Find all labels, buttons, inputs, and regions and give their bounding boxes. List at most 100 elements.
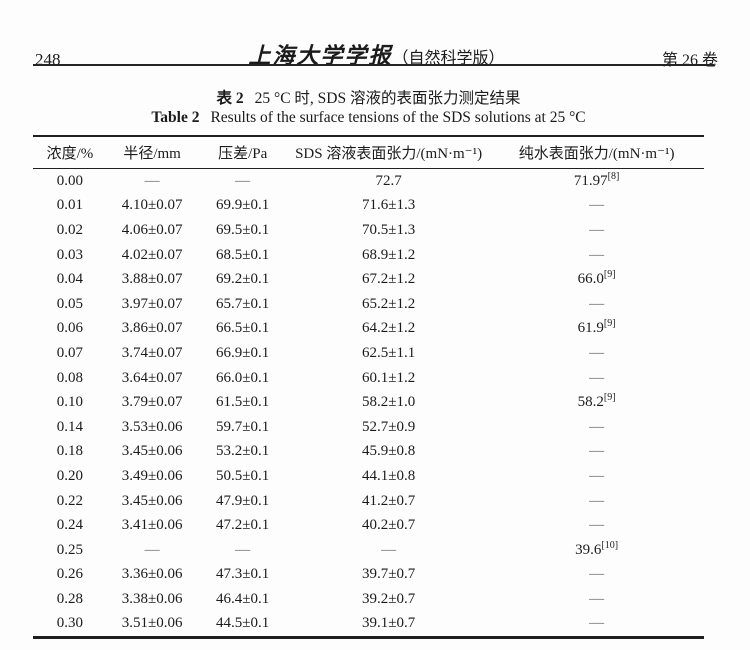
table-cell: — (589, 221, 605, 238)
table-caption-en: Table 2 Results of the surface tensions o… (35, 109, 702, 127)
table-cell: 0.30 (56, 615, 84, 632)
table-cell: — (589, 197, 605, 214)
table-cell: 65.7±0.1 (216, 295, 270, 312)
header-rule (33, 64, 714, 66)
table-cell: 0.01 (56, 197, 84, 214)
table-cell: 0.25 (56, 541, 84, 558)
table-row: 0.24 3.41±0.06 47.2±0.1 40.2±0.7 — (33, 513, 704, 538)
table-cell: — (589, 517, 605, 534)
table-cell: 0.00 (56, 172, 84, 189)
table-cell: 39.2±0.7 (361, 590, 416, 607)
table-cell: 59.7±0.1 (216, 418, 270, 435)
table-cell: — (589, 369, 605, 386)
results-table: 浓度/% 半径/mm 压差/Pa SDS 溶液表面张力/(mN·m⁻¹) 纯水表面张力/… (33, 135, 704, 640)
table-row: 0.05 3.97±0.07 65.7±0.1 65.2±1.2 — (33, 292, 704, 317)
table-cell: 3.45±0.06 (121, 443, 183, 460)
table-row: 0.07 3.74±0.07 66.9±0.1 62.5±1.1 — (33, 341, 704, 366)
table-cell: 71.97[8] (573, 170, 620, 189)
table-cell: 3.88±0.07 (121, 271, 183, 288)
table-cell: — (589, 344, 605, 361)
table-cell: 3.49±0.06 (121, 467, 183, 484)
table-cell: 3.64±0.07 (121, 369, 183, 386)
table-cell: 4.02±0.07 (121, 246, 183, 263)
table-cell: 44.1±0.8 (361, 467, 416, 484)
table-cell: 45.9±0.8 (361, 443, 416, 460)
reference-superscript: [10] (601, 539, 619, 551)
table-cell: 3.97±0.07 (121, 295, 183, 312)
table-cell: 0.04 (56, 271, 84, 288)
table-cell: 0.18 (56, 443, 84, 460)
page-number: 248 (35, 50, 61, 69)
table-row: 0.28 3.38±0.06 46.4±0.1 39.2±0.7 — (33, 587, 704, 612)
table-cell: 47.3±0.1 (216, 566, 270, 583)
table-cell: 53.2±0.1 (216, 443, 270, 460)
table-caption-en-label: Table 2 (151, 109, 200, 126)
table-cell: — (589, 615, 605, 632)
table-cell: 47.9±0.1 (216, 492, 270, 509)
table-cell: 44.5±0.1 (216, 615, 270, 632)
table-row: 0.25 — — — 39.6[10] (33, 538, 704, 563)
table-cell: 60.1±1.2 (361, 369, 416, 386)
journal-title-edition: （自然科学版） (392, 50, 505, 67)
journal-title-main: 上海大学学报 (248, 43, 393, 68)
table-row: 0.26 3.36±0.06 47.3±0.1 39.7±0.7 — (33, 563, 704, 588)
table-cell: 3.38±0.06 (121, 590, 183, 607)
table-cell: 3.45±0.06 (121, 492, 183, 509)
journal-title: 上海大学学报（自然科学版） (165, 38, 588, 70)
table-cell: 61.5±0.1 (216, 394, 270, 411)
table-cell: 4.10±0.07 (121, 197, 183, 214)
table-row: 0.02 4.06±0.07 69.5±0.1 70.5±1.3 — (33, 218, 704, 243)
table-cell: 67.2±1.2 (361, 271, 416, 288)
table-cell: 3.79±0.07 (121, 394, 183, 411)
column-header: 浓度/% (33, 136, 107, 169)
table-row: 0.06 3.86±0.07 66.5±0.1 64.2±1.2 61.9[9] (33, 317, 704, 342)
table-cell: 0.05 (56, 295, 84, 312)
table-cell: — (589, 246, 605, 263)
table-cell: 61.9[9] (577, 318, 616, 337)
table-caption-zh-text: 25 °C 时, SDS 溶液的表面张力测定结果 (254, 90, 521, 107)
table-row: 0.00 — — 72.7 71.97[8] (33, 169, 704, 194)
table-cell: 39.7±0.7 (361, 566, 416, 583)
table-row: 0.30 3.51±0.06 44.5±0.1 39.1±0.7 — (33, 612, 704, 638)
table-cell: 52.7±0.9 (361, 418, 416, 435)
table-row: 0.03 4.02±0.07 68.5±0.1 68.9±1.2 — (33, 243, 704, 268)
table-row: 0.14 3.53±0.06 59.7±0.1 52.7±0.9 — (33, 415, 704, 440)
table-cell: 40.2±0.7 (361, 517, 416, 534)
table-cell: — (589, 566, 605, 583)
table-row: 0.01 4.10±0.07 69.9±0.1 71.6±1.3 — (33, 194, 704, 219)
table-cell: 3.74±0.07 (121, 344, 183, 361)
table-cell: — (589, 295, 605, 312)
table-cell: — (144, 541, 160, 558)
table-cell: 69.9±0.1 (216, 197, 270, 214)
table-cell: 69.5±0.1 (216, 221, 270, 238)
page-header: 248 上海大学学报（自然科学版） 第 26 卷 (35, 38, 718, 70)
table-header-row: 浓度/% 半径/mm 压差/Pa SDS 溶液表面张力/(mN·m⁻¹) 纯水表面张力/… (33, 136, 704, 169)
table-cell: 0.02 (56, 221, 84, 238)
column-header: SDS 溶液表面张力/(mN·m⁻¹) (287, 136, 490, 169)
table-cell: 70.5±1.3 (361, 221, 416, 238)
table-cell: 72.7 (375, 172, 402, 189)
table-body: 0.00 — — 72.7 71.97[8] 0.01 4.10±0.07 69.9±0.1 7… (33, 169, 704, 638)
table-cell: 39.1±0.7 (361, 615, 416, 632)
table-cell: 58.2[9] (577, 392, 616, 411)
table-cell: 46.4±0.1 (216, 590, 270, 607)
table-cell: 39.6[10] (575, 539, 619, 558)
table-cell: 0.24 (56, 517, 84, 534)
table-cell: 0.14 (56, 418, 84, 435)
table-cell: 0.08 (56, 369, 84, 386)
table-caption-zh: 表 2 25 °C 时, SDS 溶液的表面张力测定结果 (35, 86, 702, 108)
table-cell: 4.06±0.07 (121, 221, 183, 238)
table-caption-en-text: Results of the surface tensions of the S… (210, 109, 586, 126)
table-cell: 41.2±0.7 (361, 492, 416, 509)
table-cell: 47.2±0.1 (216, 517, 270, 534)
table-cell: 0.03 (56, 246, 84, 263)
table-cell: 66.9±0.1 (216, 344, 270, 361)
table-row: 0.18 3.45±0.06 53.2±0.1 45.9±0.8 — (33, 440, 704, 465)
table-cell: 69.2±0.1 (216, 271, 270, 288)
table-cell: 71.6±1.3 (361, 197, 416, 214)
table-cell: 3.86±0.07 (121, 320, 183, 337)
table-cell: 66.5±0.1 (216, 320, 270, 337)
table-cell: 65.2±1.2 (361, 295, 416, 312)
table-cell: 3.51±0.06 (121, 615, 183, 632)
volume-label: 第 26 卷 (661, 52, 718, 69)
